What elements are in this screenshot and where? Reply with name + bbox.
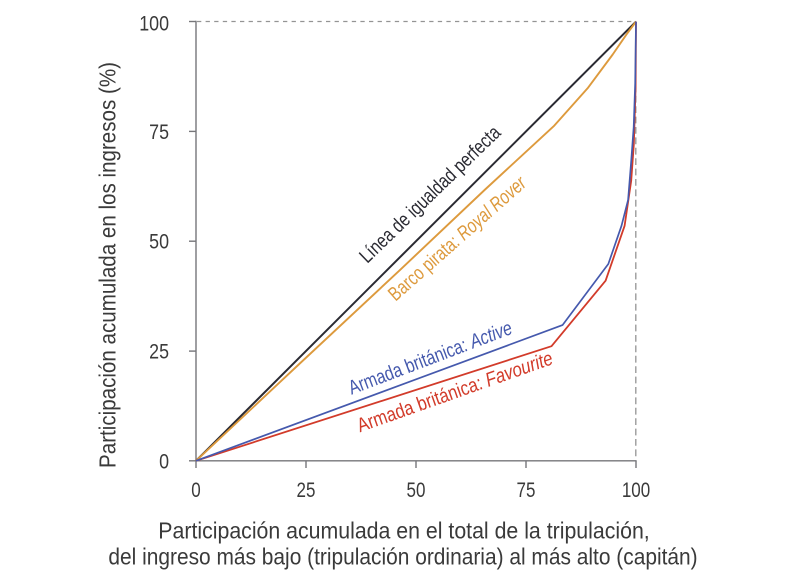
svg-text:Participación acumulada en el: Participación acumulada en el total de l… [158, 518, 649, 544]
svg-text:Participación acumulada en los: Participación acumulada en los ingresos … [94, 62, 120, 468]
svg-text:50: 50 [407, 479, 426, 502]
svg-text:75: 75 [149, 121, 169, 145]
svg-text:100: 100 [139, 12, 169, 36]
svg-text:0: 0 [191, 479, 200, 502]
svg-text:25: 25 [297, 479, 316, 502]
svg-text:100: 100 [622, 479, 650, 502]
svg-text:del ingreso más bajo (tripulac: del ingreso más bajo (tripulación ordina… [108, 544, 697, 570]
svg-text:25: 25 [149, 340, 169, 364]
svg-text:50: 50 [149, 230, 169, 254]
svg-text:0: 0 [159, 450, 169, 474]
svg-text:75: 75 [517, 479, 536, 502]
